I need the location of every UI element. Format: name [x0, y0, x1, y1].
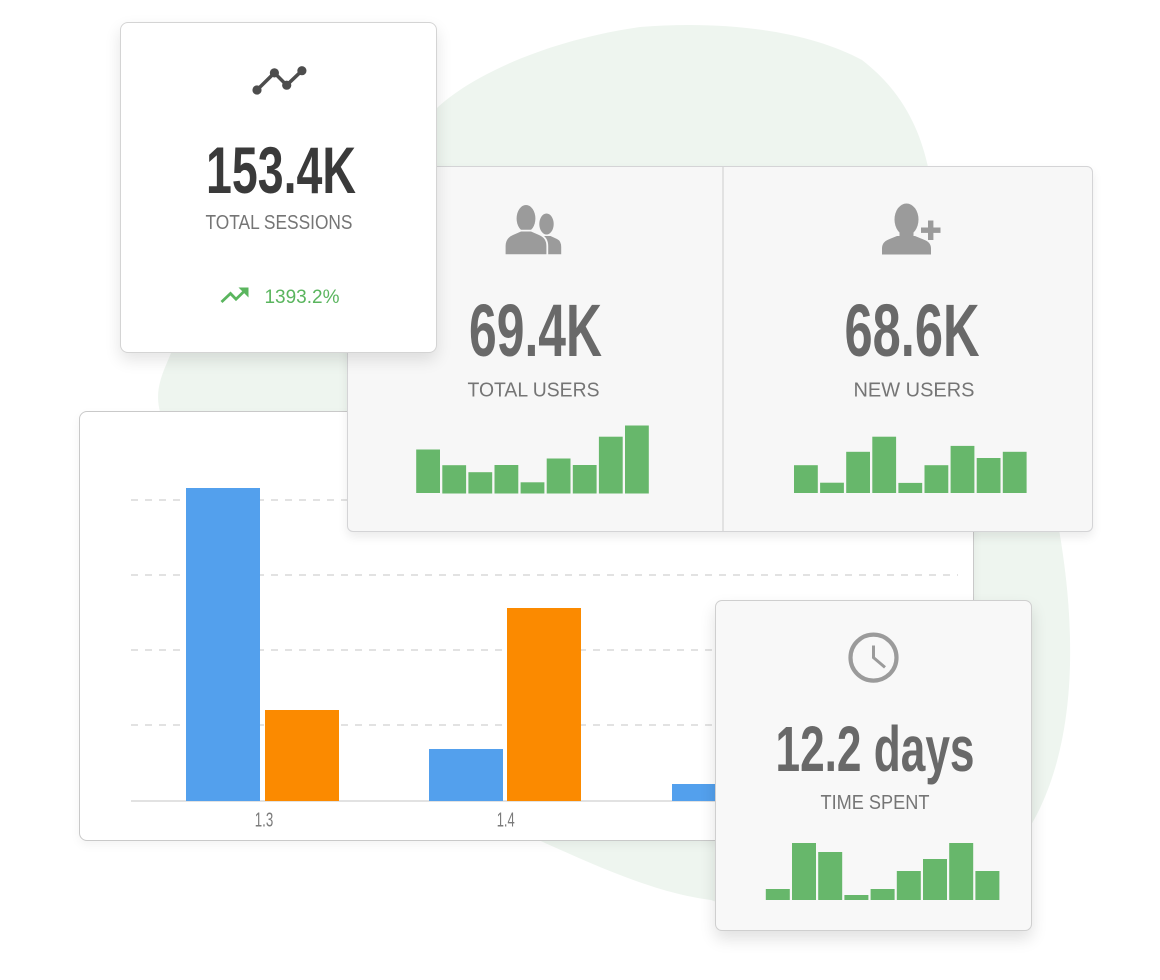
svg-text:153.4K: 153.4K [206, 133, 356, 207]
svg-text:68.6K: 68.6K [845, 289, 980, 372]
svg-text:12.2 days: 12.2 days [776, 713, 975, 785]
svg-text:69.4K: 69.4K [469, 289, 602, 372]
svg-text:1393.2%: 1393.2% [264, 287, 339, 308]
svg-text:TOTAL USERS: TOTAL USERS [468, 380, 600, 402]
svg-text:1.4: 1.4 [497, 810, 515, 832]
svg-text:1.3: 1.3 [255, 810, 274, 832]
svg-text:TIME SPENT: TIME SPENT [821, 792, 930, 814]
svg-text:TOTAL SESSIONS: TOTAL SESSIONS [206, 212, 353, 234]
svg-text:NEW USERS: NEW USERS [854, 380, 975, 402]
